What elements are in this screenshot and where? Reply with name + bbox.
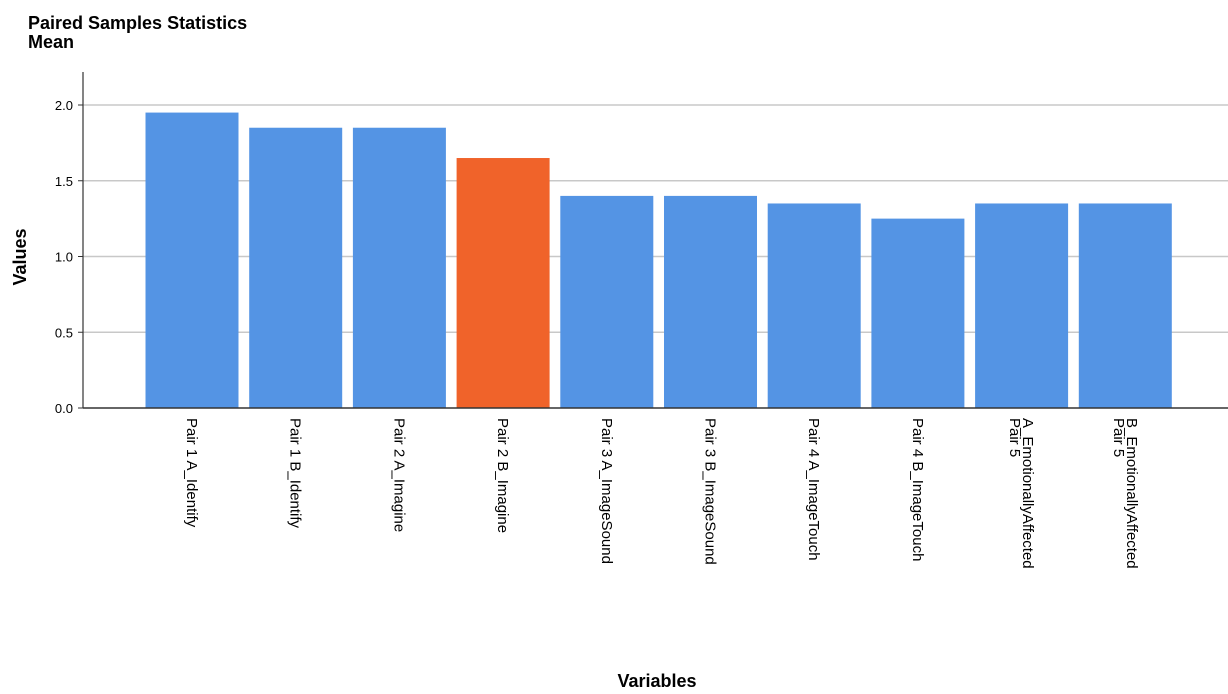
x-tick-label-line: Pair 1 B_Identify (287, 418, 304, 529)
x-tick-label-line: Pair 3 B_ImageSound (702, 418, 719, 565)
bar (871, 218, 965, 408)
x-tick-label-line: Pair 3 A_ImageSound (598, 418, 615, 564)
chart-title: Paired Samples Statistics (28, 13, 248, 33)
x-axis-label: Variables (617, 671, 696, 691)
x-tick-label: Pair 3 A_ImageSound (598, 418, 615, 564)
x-tick-label-line: Pair 2 A_Imagine (390, 418, 407, 532)
bar (664, 195, 757, 408)
x-tick-label: Pair 2 B_Imagine (494, 418, 511, 533)
x-tick-label-line: Pair 5 (1006, 418, 1023, 457)
x-tick-label: Pair 4 B_ImageTouch (909, 418, 926, 561)
y-tick-label: 2.0 (55, 98, 73, 113)
x-tick-label: Pair 5B_EmotionallyAffected (1110, 418, 1140, 569)
axes (78, 72, 1228, 409)
x-tick-label: Pair 1 B_Identify (287, 418, 304, 529)
bar (456, 158, 550, 408)
x-tick-label-line: Pair 4 B_ImageTouch (909, 418, 926, 561)
bar (145, 112, 239, 408)
bar (767, 203, 861, 408)
x-tick-label: Pair 4 A_ImageTouch (805, 418, 822, 561)
x-tick-label-line: Pair 1 A_Identify (183, 418, 200, 528)
bars (145, 112, 1172, 408)
x-tick-label-line: Pair 5 (1110, 418, 1127, 457)
x-tick-label: Pair 5A_EmotionallyAffected (1006, 418, 1036, 569)
x-tick-label-line: A_EmotionallyAffected (1019, 418, 1036, 569)
x-tick-label: Pair 1 A_Identify (183, 418, 200, 528)
y-tick-label: 0.5 (55, 325, 73, 340)
bar (975, 203, 1069, 408)
y-tick-label: 1.0 (55, 250, 73, 265)
x-tick-label-line: Pair 4 A_ImageTouch (805, 418, 822, 561)
y-axis-label: Values (10, 228, 30, 285)
bar (1078, 203, 1172, 408)
x-tick-label: Pair 3 B_ImageSound (702, 418, 719, 565)
x-tick-label-line: B_EmotionallyAffected (1123, 418, 1140, 569)
chart-title-block: Paired Samples Statistics Mean (28, 14, 247, 52)
x-tick-label-line: Pair 2 B_Imagine (494, 418, 511, 533)
y-tick-label: 1.5 (55, 174, 73, 189)
bar (560, 195, 654, 408)
bar (352, 127, 446, 408)
y-tick-label: 0.0 (55, 401, 73, 416)
bar (249, 127, 343, 408)
chart-subtitle: Mean (28, 32, 75, 52)
x-tick-labels: Pair 1 A_Identify Pair 1 B_Identify Pair 2… (183, 418, 1140, 569)
x-tick-label: Pair 2 A_Imagine (390, 418, 407, 532)
y-tick-labels: 0.0 0.5 1.0 1.5 2.0 (55, 98, 73, 416)
